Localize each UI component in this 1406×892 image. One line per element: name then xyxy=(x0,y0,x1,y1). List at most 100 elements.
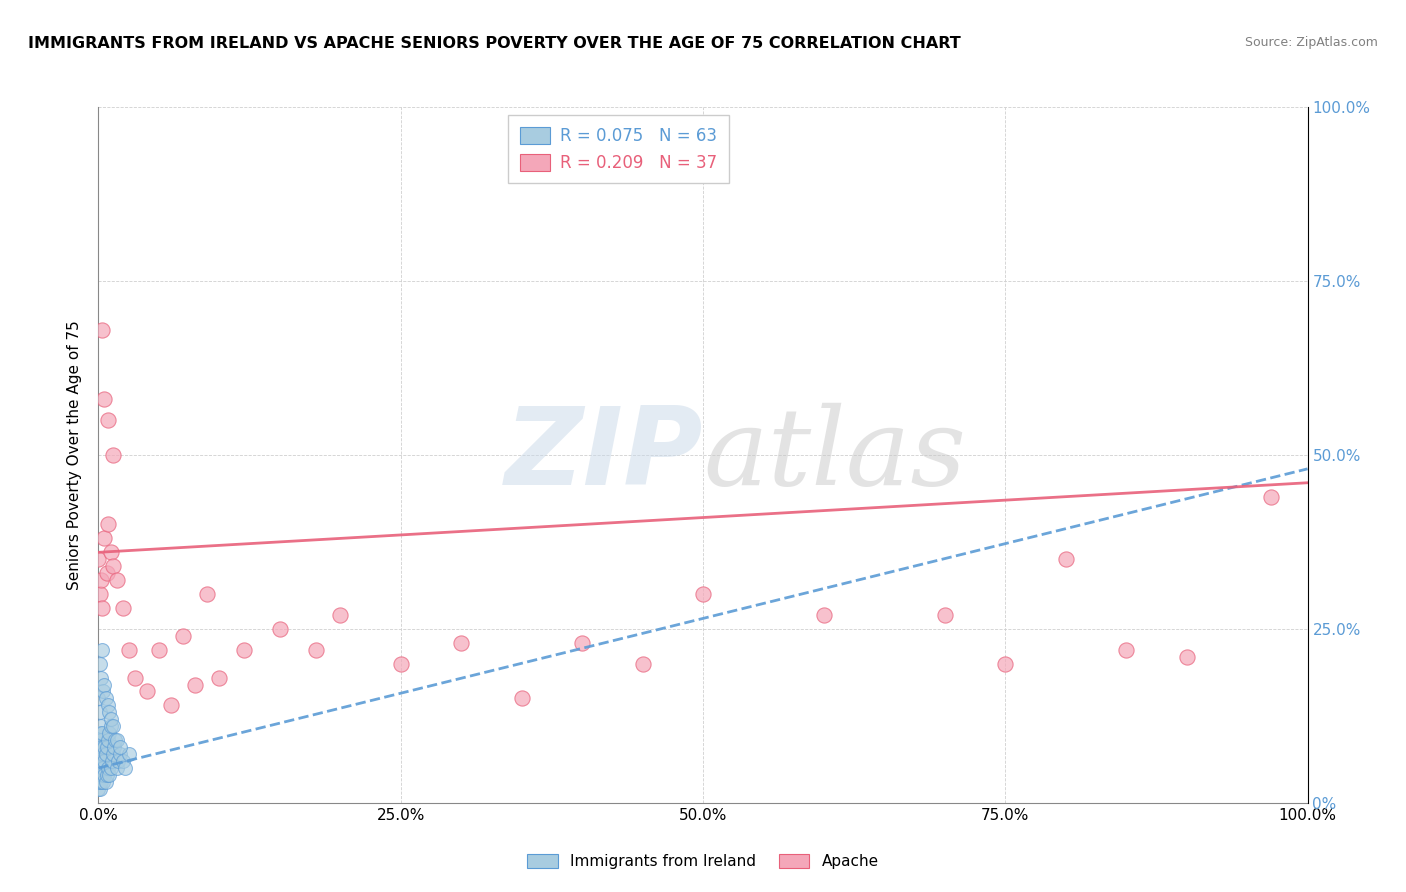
Text: IMMIGRANTS FROM IRELAND VS APACHE SENIORS POVERTY OVER THE AGE OF 75 CORRELATION: IMMIGRANTS FROM IRELAND VS APACHE SENIOR… xyxy=(28,36,960,51)
Point xyxy=(329,607,352,622)
Point xyxy=(89,740,111,755)
Point xyxy=(97,698,120,713)
Point xyxy=(100,761,122,775)
Point xyxy=(96,768,118,782)
Point xyxy=(87,747,110,761)
Point xyxy=(101,448,124,462)
Point xyxy=(104,733,127,747)
Point xyxy=(87,761,110,775)
Point xyxy=(450,636,472,650)
Point xyxy=(389,657,412,671)
Point xyxy=(101,719,124,733)
Point xyxy=(114,761,136,775)
Point xyxy=(89,761,111,775)
Point xyxy=(91,323,114,337)
Point xyxy=(195,587,218,601)
Point xyxy=(135,684,157,698)
Point xyxy=(87,691,110,706)
Point xyxy=(87,768,110,782)
Point xyxy=(93,768,115,782)
Point xyxy=(510,691,533,706)
Text: atlas: atlas xyxy=(703,402,966,508)
Point xyxy=(91,601,114,615)
Point xyxy=(172,629,194,643)
Point xyxy=(100,754,122,768)
Point xyxy=(97,733,120,747)
Point xyxy=(90,775,112,789)
Point xyxy=(631,657,654,671)
Point xyxy=(91,642,114,657)
Point xyxy=(93,740,115,755)
Legend: Immigrants from Ireland, Apache: Immigrants from Ireland, Apache xyxy=(522,848,884,875)
Text: ZIP: ZIP xyxy=(505,402,703,508)
Point xyxy=(93,532,115,546)
Point xyxy=(100,712,122,726)
Point xyxy=(89,726,111,740)
Point xyxy=(111,754,134,768)
Point xyxy=(96,740,118,755)
Point xyxy=(100,719,122,733)
Legend: R = 0.075   N = 63, R = 0.209   N = 37: R = 0.075 N = 63, R = 0.209 N = 37 xyxy=(508,115,728,184)
Text: Source: ZipAtlas.com: Source: ZipAtlas.com xyxy=(1244,36,1378,49)
Point xyxy=(91,747,114,761)
Point xyxy=(101,559,124,574)
Point xyxy=(87,781,110,796)
Point xyxy=(118,747,141,761)
Point xyxy=(184,677,207,691)
Point xyxy=(813,607,835,622)
Point xyxy=(90,671,112,685)
Point xyxy=(1054,552,1077,566)
Point xyxy=(89,754,111,768)
Point xyxy=(124,671,146,685)
Point xyxy=(107,754,129,768)
Point xyxy=(97,761,120,775)
Point xyxy=(105,573,128,587)
Point xyxy=(103,740,125,755)
Point xyxy=(91,761,114,775)
Point xyxy=(90,733,112,747)
Point xyxy=(94,775,117,789)
Point xyxy=(89,781,111,796)
Point xyxy=(90,719,112,733)
Point xyxy=(89,587,111,601)
Point xyxy=(148,642,170,657)
Point xyxy=(94,691,117,706)
Point xyxy=(89,657,111,671)
Point xyxy=(97,413,120,427)
Point xyxy=(100,545,122,559)
Point xyxy=(96,566,118,581)
Point xyxy=(111,601,134,615)
Point xyxy=(91,726,114,740)
Point xyxy=(93,677,115,691)
Point xyxy=(98,706,121,720)
Point xyxy=(97,517,120,532)
Point xyxy=(87,740,110,755)
Point xyxy=(269,622,291,636)
Point xyxy=(90,747,112,761)
Point xyxy=(98,726,121,740)
Point xyxy=(108,740,131,755)
Point xyxy=(87,552,110,566)
Point xyxy=(305,642,328,657)
Point xyxy=(118,642,141,657)
Point xyxy=(91,754,114,768)
Point xyxy=(994,657,1017,671)
Point xyxy=(89,706,111,720)
Point xyxy=(208,671,231,685)
Point xyxy=(89,775,111,789)
Point xyxy=(105,733,128,747)
Point xyxy=(90,761,112,775)
Point xyxy=(934,607,956,622)
Point xyxy=(91,740,114,755)
Point xyxy=(91,684,114,698)
Point xyxy=(90,573,112,587)
Point xyxy=(94,747,117,761)
Point xyxy=(87,733,110,747)
Point xyxy=(232,642,254,657)
Point xyxy=(87,754,110,768)
Point xyxy=(101,747,124,761)
Point xyxy=(98,768,121,782)
Point xyxy=(91,775,114,789)
Point xyxy=(93,754,115,768)
Point xyxy=(160,698,183,713)
